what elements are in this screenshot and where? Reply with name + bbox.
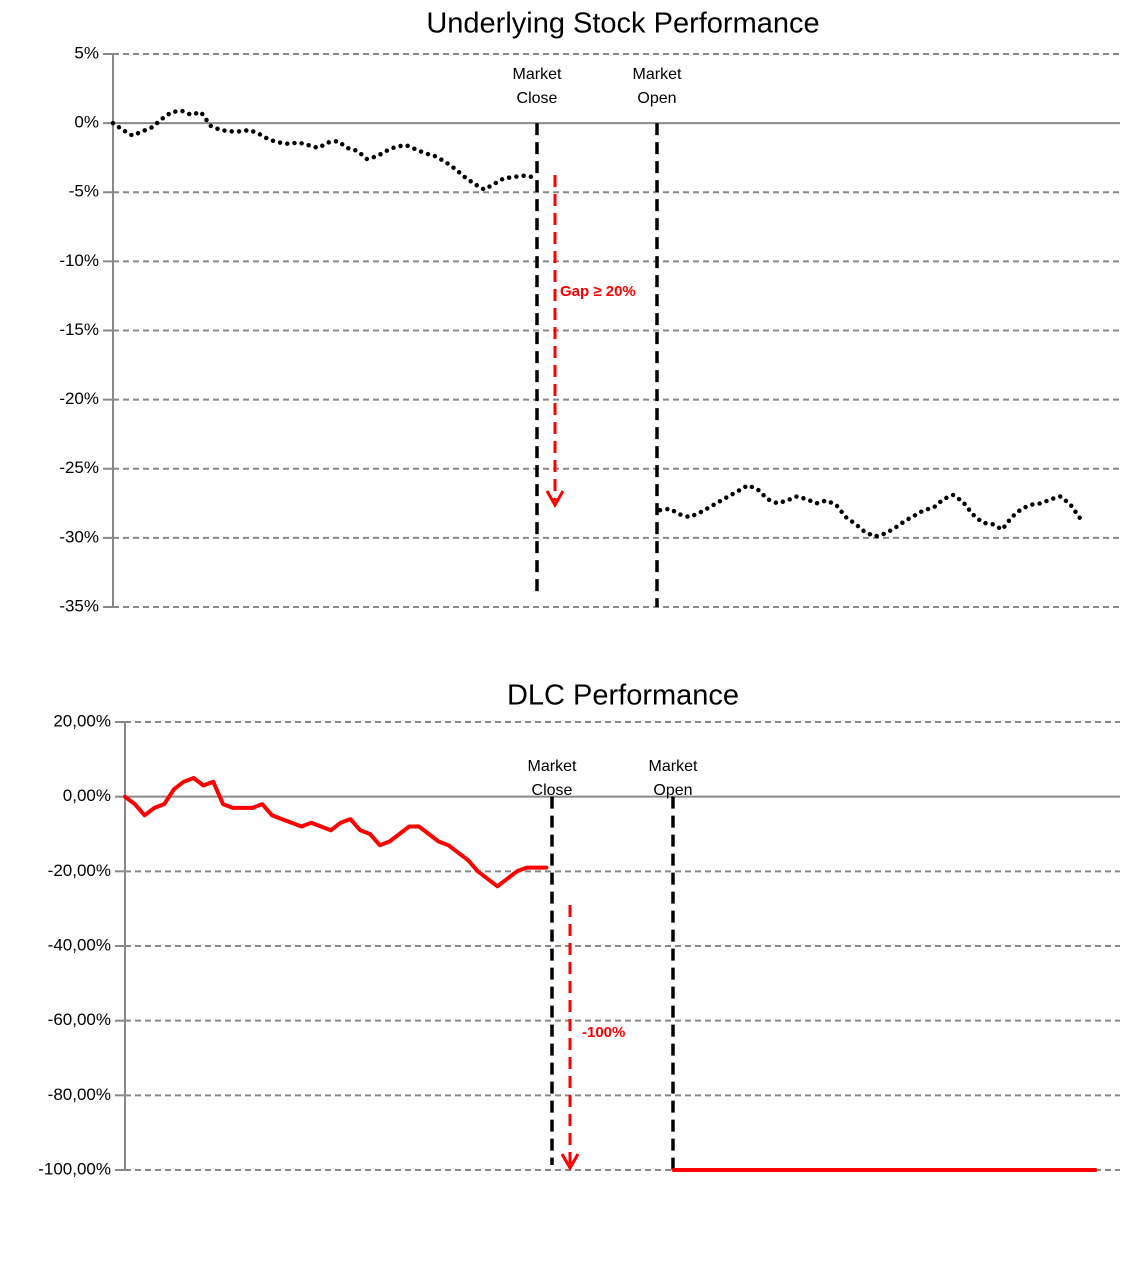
y-tick-label: -100,00%	[38, 1159, 111, 1178]
y-tick-label: 0%	[74, 113, 99, 132]
series-line	[110, 108, 1083, 539]
gap-arrowhead	[545, 490, 565, 509]
chart-title: Underlying Stock Performance	[426, 8, 819, 40]
gap-label: -100%	[582, 1024, 626, 1041]
gap-label: Gap ≥ 20%	[560, 283, 636, 300]
y-tick-label: 0,00%	[63, 786, 111, 805]
y-tick-label: -5%	[69, 182, 99, 201]
y-tick-label: -25%	[59, 458, 99, 477]
market-close-label: Market Close	[527, 758, 577, 799]
y-tick-label: -30%	[59, 527, 99, 546]
chart-title: DLC Performance	[507, 680, 739, 712]
y-tick-label: 20,00%	[53, 711, 111, 730]
y-tick-label: -10%	[59, 251, 99, 270]
series-line	[123, 776, 1098, 1172]
market-open-label: Market Open	[648, 758, 698, 799]
y-tick-label: -80,00%	[48, 1085, 111, 1104]
y-tick-label: -20,00%	[48, 861, 111, 880]
y-tick-label: -20%	[59, 389, 99, 408]
y-tick-label: -15%	[59, 320, 99, 339]
market-close-label: Market Close	[512, 66, 562, 107]
y-tick-label: -40,00%	[48, 935, 111, 954]
y-tick-label: -60,00%	[48, 1010, 111, 1029]
y-tick-label: 5%	[74, 43, 99, 62]
market-open-label: Market Open	[632, 66, 682, 107]
y-tick-label: -35%	[59, 596, 99, 615]
gap-arrowhead	[560, 1153, 580, 1172]
